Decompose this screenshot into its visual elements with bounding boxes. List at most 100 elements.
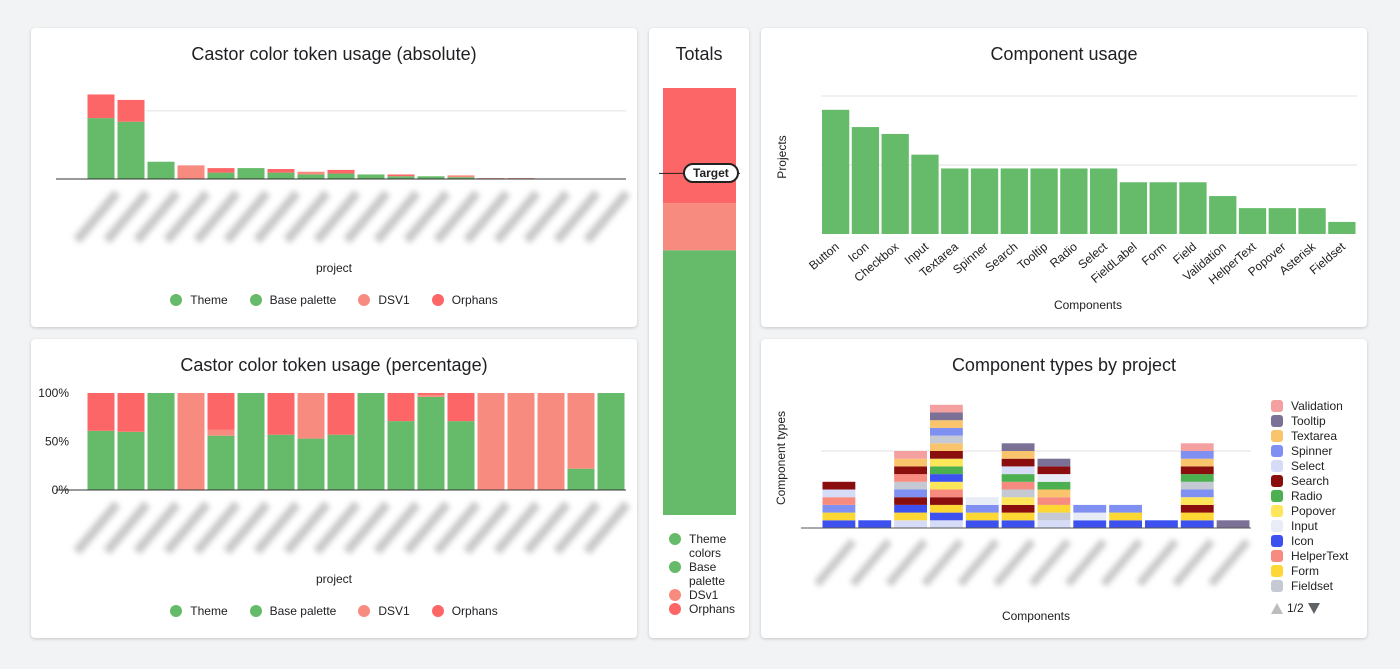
type-bar-segment bbox=[930, 489, 963, 498]
type-bar-segment bbox=[894, 512, 927, 521]
legend-dot bbox=[170, 294, 183, 306]
pager-next-icon[interactable] bbox=[1307, 602, 1320, 614]
type-bar-segment bbox=[965, 497, 999, 505]
legend-item-form[interactable]: Form bbox=[1271, 563, 1363, 578]
type-bar-segment bbox=[1180, 497, 1214, 505]
usage-bar bbox=[970, 168, 999, 234]
bar-segment bbox=[267, 434, 295, 490]
component-types-card: Component types by project Component typ… bbox=[761, 339, 1367, 638]
legend-item-orphans[interactable]: Orphans bbox=[431, 604, 498, 618]
x-tick-label-obscured bbox=[493, 190, 541, 244]
type-bar-segment bbox=[822, 512, 856, 521]
legend-item-textarea[interactable]: Textarea bbox=[1271, 428, 1363, 443]
legend-label: Base palette bbox=[689, 560, 726, 588]
x-tick-label-obscured bbox=[1136, 538, 1179, 587]
legend-swatch bbox=[1271, 399, 1283, 412]
legend-item-base-palette[interactable]: Base palette bbox=[249, 293, 336, 307]
legend-item-input[interactable]: Input bbox=[1271, 518, 1363, 533]
legend-label: Radio bbox=[1291, 488, 1323, 503]
x-tick-label-obscured bbox=[523, 501, 571, 555]
type-bar-segment bbox=[930, 474, 963, 482]
type-bar-segment bbox=[822, 481, 856, 490]
x-tick-label-obscured bbox=[373, 501, 421, 555]
legend-item-base-palette[interactable]: Base palette bbox=[249, 604, 336, 618]
component-usage-card: Component usage Button Icon Checkbox Input T… bbox=[761, 28, 1367, 327]
type-bar-segment bbox=[1001, 489, 1035, 498]
legend-item-spinner[interactable]: Spinner bbox=[1271, 443, 1363, 458]
legend-item-orphans[interactable]: Orphans bbox=[431, 293, 498, 307]
x-tick-label-obscured bbox=[313, 190, 361, 244]
bar-segment bbox=[117, 431, 145, 490]
legend-item-search[interactable]: Search bbox=[1271, 473, 1363, 488]
type-bar-segment bbox=[1073, 504, 1107, 513]
bar-segment bbox=[477, 393, 505, 490]
component-types-y-axis-title: Component types bbox=[774, 410, 788, 506]
bar-segment bbox=[387, 421, 415, 490]
type-bar-segment bbox=[1180, 474, 1214, 482]
type-bar-segment bbox=[930, 497, 963, 505]
type-bar-segment bbox=[930, 451, 963, 459]
bar-segment bbox=[327, 393, 355, 435]
bar-segment bbox=[447, 393, 475, 422]
x-tick-label-obscured bbox=[921, 538, 964, 587]
type-bar-segment bbox=[930, 466, 963, 475]
x-tick-label-obscured bbox=[433, 190, 481, 244]
legend-item-icon[interactable]: Icon bbox=[1271, 533, 1363, 548]
legend-item-dsv1[interactable]: DSV1 bbox=[358, 604, 410, 618]
bar-segment bbox=[207, 435, 235, 490]
legend-item-helpertext[interactable]: HelperText bbox=[1271, 548, 1363, 563]
legend-item-theme-colors[interactable]: Theme colors bbox=[669, 532, 749, 560]
pager-prev-icon[interactable] bbox=[1271, 602, 1283, 614]
type-bar-segment bbox=[1001, 481, 1035, 490]
x-tick-label-obscured bbox=[583, 501, 631, 555]
legend-item-theme[interactable]: Theme bbox=[170, 293, 228, 307]
x-tick-label-obscured bbox=[343, 190, 391, 244]
type-bar-segment bbox=[1180, 504, 1214, 513]
bar-segment bbox=[237, 168, 265, 179]
legend-item-popover[interactable]: Popover bbox=[1271, 503, 1363, 518]
component-types-legend: Validation Tooltip Textarea Spinner Select Se… bbox=[1271, 398, 1363, 593]
type-bar-segment bbox=[1037, 504, 1071, 513]
bar-segment bbox=[297, 393, 325, 439]
legend-item-orphans[interactable]: Orphans bbox=[669, 602, 749, 616]
x-tick-label-obscured bbox=[133, 190, 181, 244]
type-bar-segment bbox=[822, 489, 856, 498]
legend-swatch bbox=[1271, 564, 1283, 577]
x-tick-label-obscured bbox=[133, 501, 181, 555]
legend-item-tooltip[interactable]: Tooltip bbox=[1271, 413, 1363, 428]
type-bar-segment bbox=[1180, 481, 1214, 490]
bar-segment bbox=[297, 438, 325, 490]
legend-item-validation[interactable]: Validation bbox=[1271, 398, 1363, 413]
legend-item-base-palette[interactable]: Base palette bbox=[669, 560, 749, 588]
type-bar-segment bbox=[930, 481, 963, 490]
type-bar-segment bbox=[930, 512, 963, 521]
bar-segment bbox=[87, 118, 115, 179]
bar-segment bbox=[267, 172, 295, 179]
legend-swatch bbox=[1271, 504, 1283, 517]
x-tick-label-obscured bbox=[463, 190, 511, 244]
bar-segment bbox=[207, 429, 235, 436]
bar-segment bbox=[207, 172, 235, 179]
legend-item-fieldset[interactable]: Fieldset bbox=[1271, 578, 1363, 593]
legend-dot bbox=[358, 605, 371, 617]
bar-segment bbox=[357, 174, 385, 179]
legend-item-dsv1[interactable]: DSV1 bbox=[358, 293, 410, 307]
usage-bar bbox=[1238, 208, 1267, 234]
percentage-x-axis-title: project bbox=[315, 572, 353, 586]
legend-item-theme[interactable]: Theme bbox=[170, 604, 228, 618]
type-bar-segment bbox=[965, 520, 999, 528]
type-bar-segment bbox=[1180, 512, 1214, 521]
x-tick-label-obscured bbox=[283, 501, 331, 555]
legend-swatch bbox=[1271, 549, 1283, 562]
absolute-legend: Theme Base palette DSV1 Orphans bbox=[31, 293, 637, 307]
type-bar-segment bbox=[822, 520, 856, 528]
bar-segment bbox=[327, 169, 355, 174]
bar-segment bbox=[117, 121, 145, 179]
type-bar-segment bbox=[930, 443, 963, 451]
legend-item-dsv1[interactable]: DSv1 bbox=[669, 588, 749, 602]
x-tick-label-obscured bbox=[1208, 538, 1251, 587]
legend-item-select[interactable]: Select bbox=[1271, 458, 1363, 473]
legend-item-radio[interactable]: Radio bbox=[1271, 488, 1363, 503]
usage-bar bbox=[1149, 182, 1177, 234]
x-tick-label-obscured bbox=[403, 190, 451, 244]
